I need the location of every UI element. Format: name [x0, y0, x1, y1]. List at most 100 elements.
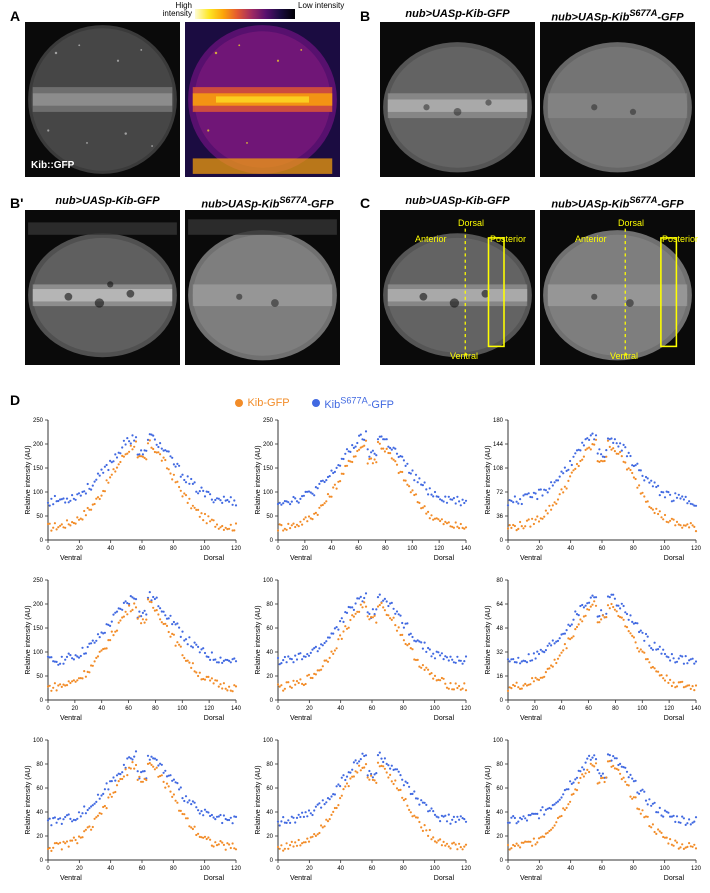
svg-text:40: 40 [328, 546, 335, 552]
svg-text:120: 120 [231, 866, 242, 872]
svg-text:100: 100 [263, 578, 274, 584]
svg-text:40: 40 [496, 810, 503, 816]
svg-text:100: 100 [177, 706, 188, 712]
svg-text:0: 0 [46, 866, 50, 872]
svg-text:Dorsal: Dorsal [204, 715, 225, 722]
svg-text:150: 150 [33, 466, 44, 472]
svg-text:100: 100 [430, 706, 441, 712]
legend-dot-kib [235, 399, 243, 407]
svg-text:Ventral: Ventral [520, 715, 542, 722]
svg-text:0: 0 [270, 538, 274, 544]
chart-0: 050100150200250 020406080100120 Ventral … [20, 414, 242, 564]
svg-text:100: 100 [493, 738, 504, 744]
chart-8: 020406080100 020406080100120 Ventral Dor… [480, 734, 702, 884]
panel-c-title-left: nub>UASp-Kib-GFP [380, 195, 535, 207]
svg-text:80: 80 [152, 706, 159, 712]
panel-c-right-ventral: Ventral [610, 351, 638, 361]
svg-text:Dorsal: Dorsal [434, 715, 455, 722]
svg-text:20: 20 [36, 834, 43, 840]
svg-text:140: 140 [691, 706, 702, 712]
svg-text:80: 80 [266, 762, 273, 768]
svg-text:20: 20 [496, 834, 503, 840]
panel-b-left [380, 22, 535, 177]
legend: Kib-GFP KibS677A-GFP [235, 394, 394, 412]
svg-text:Ventral: Ventral [60, 715, 82, 722]
svg-text:40: 40 [98, 706, 105, 712]
svg-text:0: 0 [276, 546, 280, 552]
chart-3: 050100150200250 020406080100120140 Ventr… [20, 574, 242, 724]
svg-text:Ventral: Ventral [520, 875, 542, 882]
svg-text:Relative intensity (AU): Relative intensity (AU) [25, 605, 32, 674]
panel-c-left-anterior: Anterior [415, 234, 447, 244]
panel-label-c: C [360, 195, 370, 211]
svg-text:120: 120 [664, 706, 675, 712]
svg-text:100: 100 [407, 546, 418, 552]
panel-b-title-left: nub>UASp-Kib-GFP [380, 8, 535, 20]
svg-text:60: 60 [266, 786, 273, 792]
svg-text:0: 0 [500, 698, 504, 704]
svg-text:0: 0 [46, 546, 50, 552]
svg-text:50: 50 [266, 514, 273, 520]
panel-a-overlay-label: Kib::GFP [31, 160, 74, 171]
svg-text:40: 40 [36, 810, 43, 816]
svg-text:40: 40 [337, 706, 344, 712]
svg-text:0: 0 [276, 866, 280, 872]
svg-text:20: 20 [266, 674, 273, 680]
svg-text:60: 60 [266, 626, 273, 632]
panel-a-colormap [185, 22, 340, 177]
svg-text:Relative intensity (AU): Relative intensity (AU) [25, 445, 32, 514]
panel-label-a: A [10, 8, 20, 24]
svg-text:Ventral: Ventral [290, 715, 312, 722]
svg-text:20: 20 [76, 866, 83, 872]
svg-text:Relative intensity (AU): Relative intensity (AU) [255, 605, 262, 674]
svg-text:100: 100 [660, 866, 671, 872]
panel-c-left-posterior: Posterior [490, 234, 526, 244]
chart-7: 020406080100 020406080100120 Ventral Dor… [250, 734, 472, 884]
svg-text:60: 60 [369, 866, 376, 872]
svg-text:20: 20 [306, 706, 313, 712]
svg-text:80: 80 [612, 706, 619, 712]
svg-text:0: 0 [506, 706, 510, 712]
svg-text:0: 0 [46, 706, 50, 712]
svg-text:100: 100 [637, 706, 648, 712]
svg-text:40: 40 [337, 866, 344, 872]
svg-text:250: 250 [33, 578, 44, 584]
svg-text:60: 60 [599, 546, 606, 552]
panel-c-left: Dorsal Anterior Posterior Ventral [380, 210, 535, 365]
svg-text:40: 40 [107, 866, 114, 872]
chart-2: 03672108144180 020406080100120 Ventral D… [480, 414, 702, 564]
panel-label-bp: B' [10, 195, 23, 211]
svg-text:64: 64 [496, 602, 503, 608]
svg-text:40: 40 [266, 810, 273, 816]
svg-text:Relative intensity (AU): Relative intensity (AU) [25, 765, 32, 834]
svg-text:20: 20 [72, 706, 79, 712]
svg-text:20: 20 [532, 706, 539, 712]
colorbar-label-high: High intensity [162, 2, 192, 18]
svg-text:0: 0 [276, 706, 280, 712]
svg-text:60: 60 [139, 866, 146, 872]
panel-bp-title-left: nub>UASp-Kib-GFP [30, 195, 185, 207]
svg-text:36: 36 [496, 514, 503, 520]
svg-text:Relative intensity (AU): Relative intensity (AU) [485, 445, 492, 514]
panel-c-left-dorsal: Dorsal [458, 218, 484, 228]
panel-c-title-right: nub>UASp-KibS677A-GFP [540, 195, 695, 211]
svg-text:Ventral: Ventral [290, 555, 312, 562]
panel-label-b: B [360, 8, 370, 24]
svg-text:140: 140 [461, 546, 472, 552]
svg-text:200: 200 [33, 602, 44, 608]
svg-text:120: 120 [204, 706, 215, 712]
svg-text:40: 40 [266, 650, 273, 656]
svg-text:100: 100 [33, 650, 44, 656]
svg-text:120: 120 [461, 866, 472, 872]
svg-text:Relative intensity (AU): Relative intensity (AU) [485, 765, 492, 834]
svg-text:80: 80 [382, 546, 389, 552]
svg-text:0: 0 [40, 538, 44, 544]
svg-text:0: 0 [270, 858, 274, 864]
svg-text:150: 150 [33, 626, 44, 632]
svg-text:80: 80 [630, 546, 637, 552]
svg-text:20: 20 [266, 834, 273, 840]
svg-text:0: 0 [500, 538, 504, 544]
svg-text:80: 80 [630, 866, 637, 872]
panel-c-right-anterior: Anterior [575, 234, 607, 244]
legend-dot-kibs [312, 399, 320, 407]
